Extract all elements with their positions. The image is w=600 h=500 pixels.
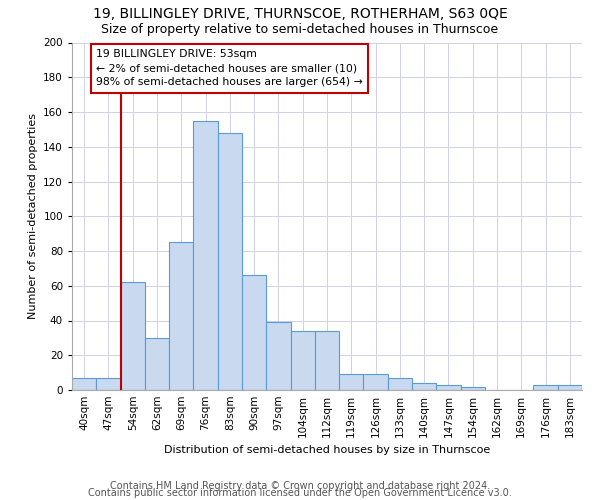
Bar xyxy=(218,133,242,390)
X-axis label: Distribution of semi-detached houses by size in Thurnscoe: Distribution of semi-detached houses by … xyxy=(164,446,490,456)
Bar xyxy=(121,282,145,390)
Bar xyxy=(436,385,461,390)
Bar xyxy=(266,322,290,390)
Bar xyxy=(412,383,436,390)
Bar xyxy=(364,374,388,390)
Y-axis label: Number of semi-detached properties: Number of semi-detached properties xyxy=(28,114,38,320)
Text: 19, BILLINGLEY DRIVE, THURNSCOE, ROTHERHAM, S63 0QE: 19, BILLINGLEY DRIVE, THURNSCOE, ROTHERH… xyxy=(92,8,508,22)
Bar xyxy=(461,386,485,390)
Bar xyxy=(533,385,558,390)
Bar xyxy=(388,378,412,390)
Bar xyxy=(558,385,582,390)
Bar xyxy=(339,374,364,390)
Bar xyxy=(96,378,121,390)
Bar xyxy=(315,331,339,390)
Text: Contains HM Land Registry data © Crown copyright and database right 2024.: Contains HM Land Registry data © Crown c… xyxy=(110,481,490,491)
Bar xyxy=(169,242,193,390)
Bar xyxy=(72,378,96,390)
Text: 19 BILLINGLEY DRIVE: 53sqm
← 2% of semi-detached houses are smaller (10)
98% of : 19 BILLINGLEY DRIVE: 53sqm ← 2% of semi-… xyxy=(96,50,363,88)
Text: Size of property relative to semi-detached houses in Thurnscoe: Size of property relative to semi-detach… xyxy=(101,22,499,36)
Bar xyxy=(242,276,266,390)
Text: Contains public sector information licensed under the Open Government Licence v3: Contains public sector information licen… xyxy=(88,488,512,498)
Bar xyxy=(145,338,169,390)
Bar xyxy=(290,331,315,390)
Bar xyxy=(193,120,218,390)
